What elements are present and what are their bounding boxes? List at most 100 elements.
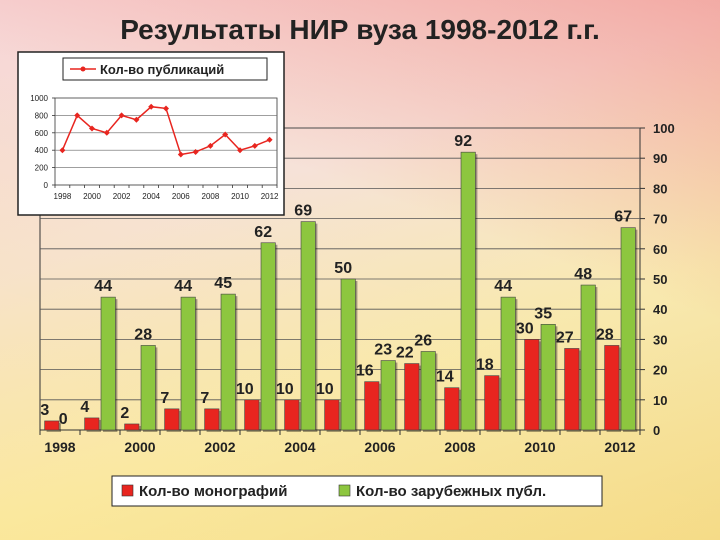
data-label: 10 — [276, 381, 294, 398]
data-label: 10 — [236, 381, 254, 398]
legend-swatch-foreign — [338, 484, 351, 497]
page-title: Результаты НИР вуза 1998-2012 г.г. — [120, 14, 600, 45]
inset-legend-label: Кол-во публикаций — [100, 62, 224, 77]
x-tick-label: 2012 — [604, 439, 635, 455]
inset-y-tick-label: 800 — [35, 111, 49, 120]
inset-x-tick-label: 2004 — [142, 192, 160, 201]
bar-foreign — [300, 221, 316, 431]
inset-x-tick-label: 2006 — [172, 192, 190, 201]
bar-foreign — [620, 227, 636, 431]
legend-label-monographs: Кол-во монографий — [139, 483, 287, 500]
inset-data-point — [118, 112, 125, 119]
y-tick-label: 60 — [653, 242, 667, 257]
bar-monographs — [484, 375, 500, 431]
bar-monographs — [164, 408, 180, 431]
inset-data-point — [163, 105, 169, 112]
inset-data-point — [74, 112, 81, 119]
x-tick-label: 2008 — [444, 439, 475, 455]
inset-x-tick-label: 2010 — [231, 192, 249, 201]
bar-foreign — [220, 293, 236, 431]
inset-x-tick-label: 2012 — [261, 192, 279, 201]
legend-swatch-monographs — [121, 484, 134, 497]
bar-monographs — [564, 348, 580, 431]
inset-data-point — [148, 103, 155, 110]
data-label: 50 — [334, 260, 352, 277]
inset-legend-marker — [80, 66, 86, 72]
data-label: 2 — [120, 405, 129, 422]
data-label: 4 — [80, 399, 89, 416]
bar-foreign — [380, 360, 396, 431]
y-tick-label: 0 — [653, 423, 660, 438]
y-tick-label: 40 — [653, 302, 667, 317]
bar-foreign — [460, 151, 476, 431]
x-tick-label: 2006 — [364, 439, 395, 455]
bar-foreign — [500, 296, 516, 431]
bar-monographs — [84, 417, 100, 431]
bar-monographs — [524, 339, 540, 431]
inset-y-tick-label: 1000 — [30, 94, 48, 103]
data-label: 22 — [396, 345, 414, 362]
y-tick-label: 30 — [653, 332, 667, 347]
data-label: 67 — [614, 209, 632, 226]
data-label: 28 — [134, 326, 152, 343]
data-label: 45 — [214, 275, 232, 292]
data-label: 10 — [316, 381, 334, 398]
data-label: 30 — [516, 320, 534, 337]
data-label: 23 — [374, 342, 392, 359]
legend-label-foreign: Кол-во зарубежных публ. — [356, 483, 546, 500]
inset-data-point — [103, 129, 110, 136]
data-label: 26 — [414, 332, 432, 349]
bar-monographs — [604, 345, 620, 431]
inset-x-tick-label: 1998 — [54, 192, 72, 201]
y-tick-label: 100 — [653, 121, 675, 136]
inset-y-tick-label: 400 — [35, 146, 49, 155]
data-label: 44 — [94, 278, 112, 295]
inset-data-point — [133, 116, 140, 123]
inset-data-point — [222, 131, 229, 138]
data-label: 7 — [160, 390, 169, 407]
legend-box — [111, 475, 603, 507]
bar-foreign — [540, 323, 556, 431]
bar-monographs — [444, 387, 460, 431]
inset-data-point — [59, 147, 66, 154]
inset-x-tick-label: 2000 — [83, 192, 101, 201]
x-tick-label: 1998 — [44, 439, 75, 455]
data-label: 69 — [294, 203, 312, 220]
inset-x-tick-label: 2008 — [202, 192, 220, 201]
bar-foreign — [580, 284, 596, 431]
inset-data-point — [207, 142, 214, 149]
inset-data-point — [266, 136, 273, 143]
data-label: 62 — [254, 224, 272, 241]
inset-data-point — [177, 151, 184, 158]
data-label: 92 — [454, 133, 472, 150]
legend: Кол-во монографий Кол-во зарубежных публ. — [111, 475, 603, 507]
y-tick-label: 90 — [653, 151, 667, 166]
inset-data-point — [89, 125, 95, 132]
x-tick-label: 2000 — [124, 439, 155, 455]
bar-foreign — [100, 296, 116, 431]
data-label: 14 — [436, 369, 454, 386]
bar-monographs — [244, 399, 260, 431]
bar-monographs — [364, 381, 380, 431]
data-label: 0 — [59, 411, 68, 428]
y-tick-label: 80 — [653, 181, 667, 196]
data-label: 27 — [556, 329, 574, 346]
bar-monographs — [204, 408, 220, 431]
data-label: 44 — [174, 278, 192, 295]
bar-monographs — [284, 399, 300, 431]
bar-foreign — [260, 242, 276, 431]
data-label: 3 — [40, 402, 49, 419]
x-tick-label: 2004 — [284, 439, 315, 455]
inset-y-tick-label: 0 — [44, 181, 49, 190]
data-label: 28 — [596, 326, 614, 343]
bar-monographs — [324, 399, 340, 431]
y-tick-label: 70 — [653, 212, 667, 227]
inset-y-tick-label: 600 — [35, 129, 49, 138]
inset-data-point — [237, 147, 243, 154]
bar-monographs — [44, 420, 60, 431]
bar-foreign — [140, 345, 156, 431]
data-label: 18 — [476, 357, 494, 374]
bar-foreign — [340, 278, 356, 431]
data-label: 35 — [534, 305, 552, 322]
